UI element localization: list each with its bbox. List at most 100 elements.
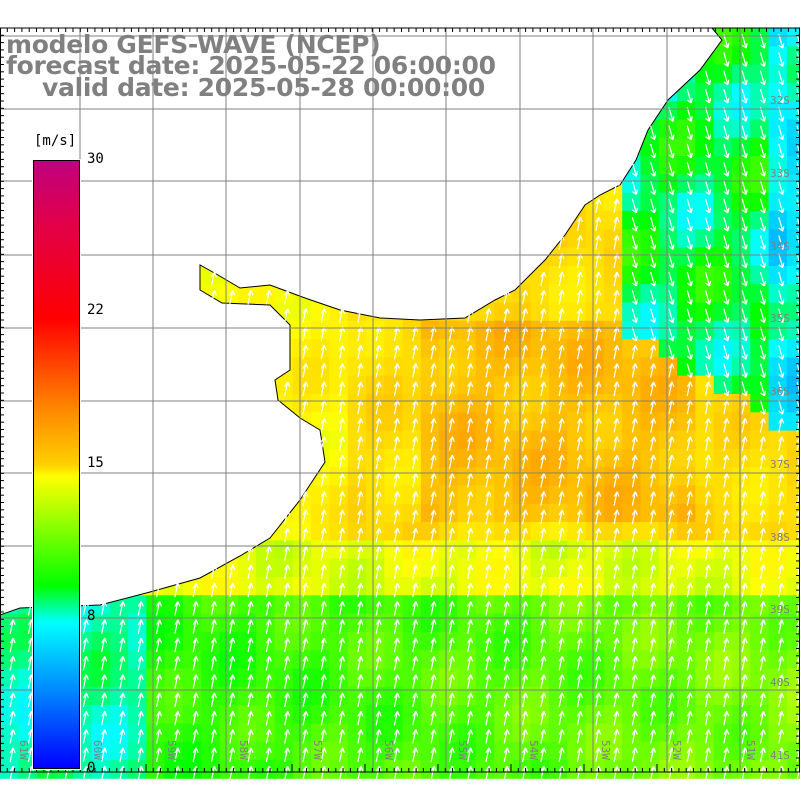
wind-arrow	[320, 674, 327, 689]
wind-arrow	[778, 216, 785, 232]
wind-cell	[622, 192, 641, 212]
wind-cell	[128, 613, 147, 633]
wind-arrow	[650, 765, 657, 781]
wind-arrow	[613, 601, 620, 616]
wind-arrow	[778, 674, 785, 689]
wind-arrow	[759, 381, 767, 397]
wind-arrow	[265, 582, 272, 598]
wind-cell	[530, 357, 550, 377]
wind-cell	[274, 558, 294, 578]
wind-arrow	[467, 344, 474, 360]
wind-cell	[786, 522, 800, 541]
wind-cell	[494, 430, 513, 450]
wind-cell	[585, 357, 605, 377]
wind-arrow	[613, 674, 620, 689]
wind-arrow	[686, 345, 693, 360]
wind-cell	[549, 558, 568, 578]
wind-cell	[420, 650, 440, 669]
wind-arrow	[759, 143, 767, 159]
lon-label: 56W	[382, 740, 395, 760]
wind-arrow	[521, 308, 529, 323]
wind-cell	[768, 705, 788, 724]
wind-arrow	[467, 491, 474, 506]
wind-arrow	[503, 674, 510, 689]
wind-arrow	[759, 692, 767, 708]
wind-arrow	[82, 619, 89, 634]
wind-cell	[585, 485, 605, 505]
wind-arrow	[723, 381, 730, 397]
wind-arrow	[521, 656, 529, 671]
wind-arrow	[778, 436, 785, 451]
wind-cell	[750, 375, 770, 395]
wind-arrow	[338, 509, 346, 525]
wind-arrow	[723, 710, 730, 726]
wind-cell	[603, 448, 623, 468]
wind-cell	[512, 320, 532, 340]
wind-cell	[750, 247, 770, 267]
wind-cell	[549, 760, 568, 779]
wind-arrow	[686, 418, 693, 433]
wind-arrow	[723, 88, 730, 104]
wind-arrow	[503, 710, 510, 726]
wind-cell	[512, 595, 532, 615]
wind-arrow	[686, 271, 693, 287]
wind-arrow	[229, 674, 236, 689]
wind-arrow	[485, 473, 492, 488]
wind-cell	[384, 741, 404, 761]
wind-cell	[420, 631, 440, 651]
wind-cell	[585, 595, 605, 615]
wind-cell	[512, 705, 532, 724]
wind-arrow	[265, 656, 272, 671]
wind-arrow	[704, 326, 712, 342]
wind-arrow	[576, 601, 584, 616]
wind-cell	[732, 46, 751, 66]
wind-arrow	[284, 656, 291, 671]
wind-cell	[512, 558, 532, 578]
wind-cell	[732, 375, 751, 395]
wind-arrow	[393, 710, 401, 726]
wind-cell	[439, 631, 458, 651]
wind-arrow	[521, 546, 529, 561]
wind-cell	[530, 613, 550, 633]
wind-arrow	[558, 308, 565, 323]
wind-arrow	[229, 710, 236, 726]
wind-cell	[603, 595, 623, 615]
wind-arrow	[247, 637, 254, 653]
wind-cell	[457, 558, 477, 578]
wind-cell	[603, 668, 623, 688]
wind-arrow	[723, 363, 730, 379]
wind-arrow	[704, 143, 712, 159]
wind-cell	[439, 595, 458, 615]
wind-cell	[585, 577, 605, 596]
wind-cell	[732, 320, 751, 340]
wind-arrow	[375, 619, 382, 634]
wind-arrow	[686, 509, 693, 525]
wind-arrow	[595, 271, 602, 287]
wind-arrow	[576, 729, 584, 744]
wind-arrow	[686, 107, 693, 122]
wind-arrow	[631, 344, 638, 360]
wind-arrow	[357, 619, 364, 634]
wind-arrow	[741, 637, 748, 653]
wind-arrow	[759, 326, 767, 342]
wind-cell	[402, 522, 422, 541]
wind-cell	[622, 448, 641, 468]
wind-arrow	[595, 692, 602, 708]
wind-arrow	[741, 253, 748, 269]
wind-arrow	[375, 637, 382, 653]
wind-cell	[164, 668, 184, 688]
wind-arrow	[595, 363, 602, 378]
wind-arrow	[320, 619, 327, 634]
wind-cell	[457, 448, 477, 468]
wind-arrow	[668, 656, 675, 671]
wind-cell	[311, 412, 330, 432]
wind-cell	[237, 284, 257, 303]
wind-arrow	[320, 546, 327, 561]
wind-cell	[768, 760, 788, 779]
wind-arrow	[613, 271, 620, 287]
wind-arrow	[631, 381, 638, 396]
wind-cell	[274, 741, 294, 761]
wind-cell	[292, 668, 312, 688]
wind-arrow	[174, 692, 181, 708]
wind-arrow	[338, 344, 346, 360]
